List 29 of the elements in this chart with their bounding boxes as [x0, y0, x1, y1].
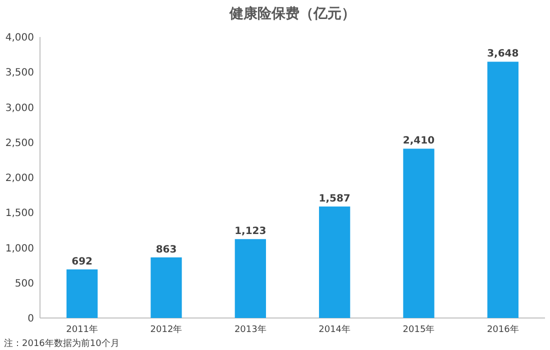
y-tick-label: 1,500: [5, 208, 34, 220]
y-tick-label: 1,000: [5, 243, 34, 254]
text: 注：2016年数据为前10个月: [4, 338, 120, 349]
x-tick-label: 2016年: [486, 324, 519, 335]
y-tick-label: 3,500: [5, 68, 34, 79]
data-label: 1,123: [234, 226, 266, 238]
bar: [319, 206, 350, 318]
data-label: 692: [72, 256, 93, 268]
x-tick-label: 2013年: [234, 324, 266, 335]
x-tick-label: 2014年: [318, 324, 351, 335]
x-tick-label: 2012年: [150, 324, 182, 335]
y-tick-label: 2,000: [5, 173, 34, 184]
y-tick-label: 500: [14, 278, 34, 290]
y-tick-label: 2,500: [5, 138, 34, 149]
bar: [403, 148, 434, 318]
bar: [487, 62, 518, 318]
y-tick-label: 0: [28, 314, 34, 324]
x-tick-label: 2015年: [402, 324, 435, 335]
chart-title: 健康险保费（亿元）: [228, 5, 356, 22]
data-label: 2,410: [402, 136, 435, 147]
x-tick-label: 2011年: [66, 324, 98, 335]
data-label: 1,587: [318, 194, 350, 205]
bar: [66, 269, 98, 318]
bar: [234, 239, 266, 318]
y-tick-label: 3,000: [5, 102, 34, 114]
data-label: 863: [156, 244, 177, 256]
bar: [150, 257, 182, 318]
data-label: 3,648: [487, 48, 519, 60]
y-tick-label: 4,000: [5, 32, 34, 44]
